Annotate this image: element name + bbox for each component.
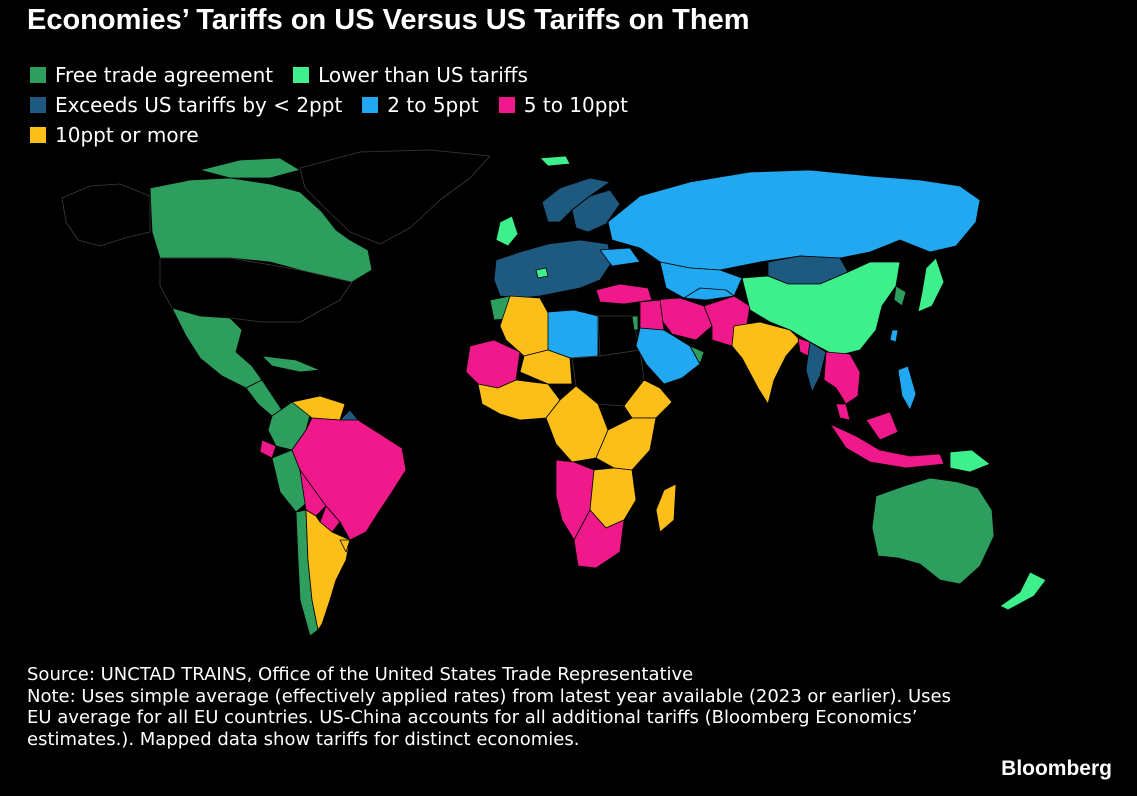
legend-row: Exceeds US tariffs by < 2ppt 2 to 5ppt 5… — [30, 90, 648, 120]
legend-swatch — [30, 67, 46, 83]
region-iceland — [539, 155, 571, 167]
region-canada-islands — [199, 157, 301, 179]
chart-title: Economies’ Tariffs on US Versus US Tarif… — [27, 4, 750, 36]
region-uk — [495, 215, 519, 247]
region-mexico — [171, 307, 263, 389]
region-south-africa — [573, 509, 625, 569]
region-madagascar — [655, 483, 677, 533]
region-europe — [493, 239, 613, 299]
region-israel — [631, 315, 639, 331]
legend-swatch — [30, 127, 46, 143]
legend-swatch — [293, 67, 310, 83]
region-uruguay — [339, 539, 351, 553]
legend-item-2-to-5: 2 to 5ppt — [362, 93, 479, 117]
region-philippines — [897, 365, 917, 411]
legend-item-10-plus: 10ppt or more — [30, 123, 199, 147]
legend-item-free-trade: Free trade agreement — [30, 63, 273, 87]
region-borneo — [865, 411, 899, 441]
legend-label: 10ppt or more — [55, 123, 199, 147]
legend-label: 5 to 10ppt — [523, 93, 628, 117]
legend-item-lower: Lower than US tariffs — [293, 63, 528, 87]
legend: Free trade agreement Lower than US tarif… — [30, 60, 648, 150]
region-central-america — [245, 379, 283, 417]
source-text: Source: UNCTAD TRAINS, Office of the Uni… — [27, 664, 694, 685]
region-oman-uae — [689, 345, 705, 365]
region-india — [731, 321, 801, 405]
legend-swatch — [498, 97, 515, 113]
region-caribbean — [261, 355, 321, 373]
region-ukraine — [599, 247, 641, 267]
legend-label: Lower than US tariffs — [318, 63, 528, 87]
legend-item-5-to-10: 5 to 10ppt — [498, 93, 628, 117]
region-libya — [547, 309, 599, 359]
region-switzerland — [535, 267, 549, 279]
legend-label: Exceeds US tariffs by < 2ppt — [55, 93, 343, 117]
region-indonesia — [829, 423, 945, 469]
region-japan — [917, 257, 945, 313]
region-turkey — [595, 283, 653, 305]
note-text: Note: Uses simple average (effectively a… — [27, 685, 952, 750]
region-korea — [893, 285, 907, 307]
legend-label: Free trade agreement — [55, 63, 274, 87]
region-taiwan — [889, 329, 899, 343]
region-china — [741, 261, 901, 357]
region-thailand-indochina — [823, 351, 861, 405]
legend-label: 2 to 5ppt — [387, 93, 479, 117]
region-australia — [871, 477, 995, 585]
region-central-asia — [683, 287, 735, 301]
region-png — [949, 449, 991, 473]
legend-swatch — [362, 97, 379, 113]
region-alaska — [61, 183, 151, 247]
legend-item-exceeds-2: Exceeds US tariffs by < 2ppt — [30, 93, 342, 117]
region-myanmar — [805, 341, 827, 393]
region-russia — [607, 169, 981, 271]
region-new-zealand — [999, 571, 1047, 611]
region-mauritania-mali — [465, 339, 521, 389]
region-saudi-arabia — [635, 327, 701, 385]
region-argentina — [305, 509, 351, 631]
region-iraq-syria — [639, 299, 665, 331]
bloomberg-logo: Bloomberg — [1001, 757, 1112, 780]
legend-row: 10ppt or more — [30, 120, 648, 150]
region-venezuela — [291, 395, 346, 421]
legend-row: Free trade agreement Lower than US tarif… — [30, 60, 648, 90]
region-sweden-finland — [571, 189, 621, 233]
world-map — [61, 149, 1047, 637]
region-niger-chad — [519, 349, 573, 385]
legend-swatch — [30, 97, 46, 113]
region-greenland — [299, 149, 491, 245]
chart-notes: Source: UNCTAD TRAINS, Office of the Uni… — [27, 664, 957, 750]
region-malaysia — [835, 403, 851, 421]
region-ecuador — [259, 439, 277, 459]
region-east-africa — [595, 417, 657, 471]
